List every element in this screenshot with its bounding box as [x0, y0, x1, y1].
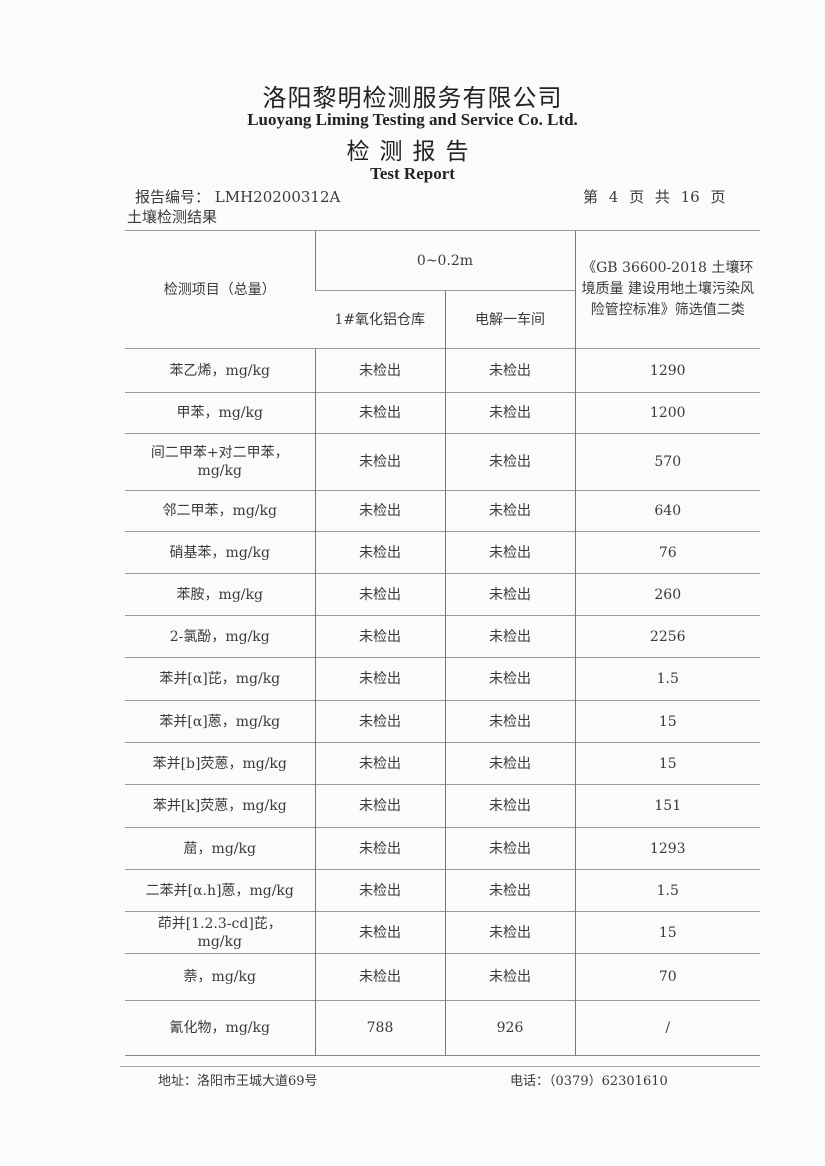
cell-item: 苯并[k]荧蒽，mg/kg — [125, 784, 315, 828]
table-row: 苯并[k]荧蒽，mg/kg 未检出 未检出 151 — [125, 784, 760, 828]
table-row: 间二甲苯+对二甲苯，mg/kg 未检出 未检出 570 — [125, 433, 760, 491]
cell-standard: / — [574, 1000, 760, 1056]
cell-site1: 未检出 — [314, 573, 445, 616]
report-title-cn: 检测报告 — [346, 139, 479, 165]
cell-item: 茚并[1.2.3-cd]芘，mg/kg — [125, 911, 315, 954]
cell-site2: 未检出 — [444, 911, 575, 954]
table-row: 苯并[α]芘，mg/kg 未检出 未检出 1.5 — [125, 657, 760, 701]
cell-site2: 未检出 — [444, 784, 575, 828]
company-name-cn: 洛阳黎明检测服务有限公司 — [262, 84, 563, 112]
cell-standard: 15 — [574, 911, 760, 954]
cell-site2: 未检出 — [444, 953, 575, 1001]
cell-site2: 未检出 — [444, 657, 575, 701]
table-row: 䓛，mg/kg 未检出 未检出 1293 — [125, 827, 760, 870]
table-row: 邻二甲苯，mg/kg 未检出 未检出 640 — [125, 490, 760, 532]
cell-site2: 未检出 — [444, 531, 575, 574]
cell-site1: 未检出 — [314, 911, 445, 954]
company-name-en: Luoyang Liming Testing and Service Co. L… — [247, 110, 578, 129]
table-row: 二苯并[α.h]蒽，mg/kg 未检出 未检出 1.5 — [125, 869, 760, 912]
cell-site1: 未检出 — [314, 827, 445, 870]
header-item: 检测项目（总量） — [125, 230, 315, 349]
table-row: 苯胺，mg/kg 未检出 未检出 260 — [125, 573, 760, 616]
cell-site1: 未检出 — [314, 657, 445, 701]
cell-item: 邻二甲苯，mg/kg — [125, 490, 315, 532]
table-row: 茚并[1.2.3-cd]芘，mg/kg 未检出 未检出 15 — [125, 911, 760, 954]
cell-site1: 未检出 — [314, 615, 445, 658]
cell-site1: 未检出 — [314, 953, 445, 1001]
cell-item: 硝基苯，mg/kg — [125, 531, 315, 574]
cell-item: 甲苯，mg/kg — [125, 392, 315, 434]
table-row: 甲苯，mg/kg 未检出 未检出 1200 — [125, 392, 760, 434]
table-row: 2-氯酚，mg/kg 未检出 未检出 2256 — [125, 615, 760, 658]
cell-site1: 未检出 — [314, 700, 445, 743]
cell-standard: 1293 — [574, 827, 760, 870]
cell-site1: 未检出 — [314, 742, 445, 785]
cell-site2: 未检出 — [444, 615, 575, 658]
cell-site1: 未检出 — [314, 869, 445, 912]
cell-item: 二苯并[α.h]蒽，mg/kg — [125, 869, 315, 912]
cell-site1: 未检出 — [314, 392, 445, 434]
cell-site2: 926 — [444, 1000, 575, 1056]
header-site2: 电解一车间 — [444, 290, 575, 349]
cell-site1: 未检出 — [314, 433, 445, 491]
report-number: 报告编号： LMH20200312A — [135, 188, 341, 206]
cell-item: 苯乙烯，mg/kg — [125, 348, 315, 393]
header-standard: 《GB 36600-2018 土壤环境质量 建设用地土壤污染风险管控标准》筛选值… — [574, 230, 760, 349]
cell-standard: 2256 — [574, 615, 760, 658]
cell-item: 苯并[b]荧蒽，mg/kg — [125, 742, 315, 785]
header-site1: 1#氧化铝仓库 — [315, 290, 445, 349]
cell-standard: 640 — [574, 490, 760, 532]
cell-item: 2-氯酚，mg/kg — [125, 615, 315, 658]
table-row: 萘，mg/kg 未检出 未检出 70 — [125, 953, 760, 1001]
cell-site1: 未检出 — [314, 784, 445, 828]
cell-standard: 15 — [574, 700, 760, 743]
cell-site1: 788 — [314, 1000, 445, 1056]
page-info: 第 4 页 共 16 页 — [583, 188, 726, 206]
cell-site2: 未检出 — [444, 573, 575, 616]
cell-site1: 未检出 — [314, 490, 445, 532]
cell-standard: 570 — [574, 433, 760, 491]
cell-standard: 1200 — [574, 392, 760, 434]
cell-item: 间二甲苯+对二甲苯，mg/kg — [125, 433, 315, 491]
cell-item: 苯并[α]芘，mg/kg — [125, 657, 315, 701]
cell-site1: 未检出 — [314, 531, 445, 574]
table-row: 氰化物，mg/kg 788 926/ — [125, 1000, 760, 1056]
cell-standard: 15 — [574, 742, 760, 785]
cell-site2: 未检出 — [444, 827, 575, 870]
cell-standard: 1290 — [574, 348, 760, 393]
footer-divider — [120, 1066, 760, 1067]
table-row: 苯并[b]荧蒽，mg/kg 未检出 未检出 15 — [125, 742, 760, 785]
table-row: 硝基苯，mg/kg 未检出 未检出 76 — [125, 531, 760, 574]
cell-standard: 1.5 — [574, 657, 760, 701]
section-title: 土壤检测结果 — [127, 208, 218, 226]
header-row: 检测项目（总量） 0~0.2m 《GB 36600-2018 土壤环境质量 建设… — [125, 230, 760, 349]
cell-item: 氰化物，mg/kg — [125, 1000, 315, 1056]
cell-standard: 1.5 — [574, 869, 760, 912]
cell-standard: 70 — [574, 953, 760, 1001]
cell-item: 苯胺，mg/kg — [125, 573, 315, 616]
cell-standard: 260 — [574, 573, 760, 616]
table-row: 苯并[α]蒽，mg/kg 未检出 未检出 15 — [125, 700, 760, 743]
cell-site2: 未检出 — [444, 348, 575, 393]
footer-phone: 电话：（0379）62301610 — [510, 1074, 668, 1089]
cell-site2: 未检出 — [444, 433, 575, 491]
results-table: 检测项目（总量） 0~0.2m 《GB 36600-2018 土壤环境质量 建设… — [125, 230, 760, 1056]
report-title-en: Test Report — [370, 164, 455, 183]
header-depth: 0~0.2m — [314, 230, 575, 291]
footer-address: 地址：洛阳市王城大道69号 — [158, 1074, 318, 1089]
cell-site2: 未检出 — [444, 869, 575, 912]
cell-site2: 未检出 — [444, 490, 575, 532]
cell-item: 萘，mg/kg — [125, 953, 315, 1001]
cell-item: 䓛，mg/kg — [125, 827, 315, 870]
cell-site1: 未检出 — [314, 348, 445, 393]
cell-site2: 未检出 — [444, 700, 575, 743]
cell-standard: 76 — [574, 531, 760, 574]
header-row-sites: 1#氧化铝仓库 电解一车间 — [125, 290, 760, 349]
table-row: 苯乙烯，mg/kg 未检出 未检出 1290 — [125, 348, 760, 393]
cell-standard: 151 — [574, 784, 760, 828]
cell-site2: 未检出 — [444, 742, 575, 785]
cell-item: 苯并[α]蒽，mg/kg — [125, 700, 315, 743]
cell-site2: 未检出 — [444, 392, 575, 434]
